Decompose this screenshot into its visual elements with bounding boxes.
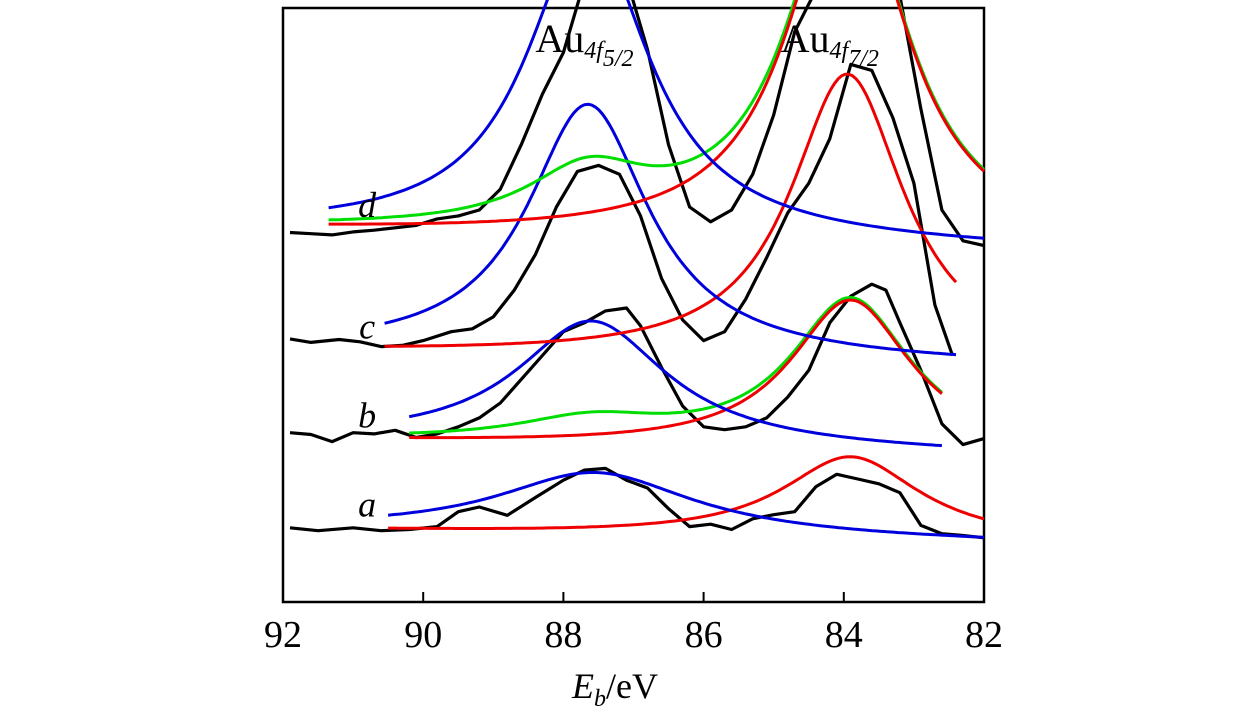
measured-line-b — [289, 282, 985, 447]
spectrum-c — [289, 62, 958, 357]
peak-label-subsub: 7/2 — [848, 46, 879, 72]
fit-envelope-b — [409, 296, 943, 435]
peak-label-sub: 4f — [584, 38, 606, 64]
peak-label-main: Au — [781, 16, 830, 61]
x-tick-label: 82 — [965, 614, 1003, 656]
spectrum-a — [289, 455, 985, 540]
fit-4f72-b — [409, 298, 943, 440]
curves-layer — [289, 0, 986, 540]
x-axis-label-main: E — [571, 666, 594, 706]
x-tick-label: 90 — [404, 614, 442, 656]
fit-4f72-d — [328, 0, 986, 226]
peak-label: Au4f7/2 — [781, 16, 879, 72]
x-tick-label: 88 — [544, 614, 582, 656]
x-tick-label: 86 — [685, 614, 723, 656]
peak-label-sub: 4f — [830, 38, 852, 64]
spectrum-d — [289, 0, 986, 248]
spectrum-label-b: b — [358, 396, 376, 436]
peak-label-main: Au — [535, 16, 584, 61]
fit-4f52-b — [408, 319, 942, 448]
measured-line-a — [289, 466, 985, 540]
x-axis-label-unit: /eV — [606, 666, 658, 706]
plot-frame — [281, 6, 986, 604]
peak-label-subsub: 5/2 — [603, 46, 634, 72]
fit-4f52-c — [384, 102, 957, 357]
fit-4f72-c — [384, 72, 958, 348]
spectrum-label-c: c — [359, 307, 375, 347]
x-axis: 92 90 88 86 84 82 — [264, 592, 1003, 656]
spectrum-label-a: a — [358, 485, 376, 525]
x-tick-label: 92 — [264, 614, 302, 656]
peak-label: Au4f5/2 — [535, 16, 633, 72]
spectrum-label-d: d — [358, 185, 377, 225]
measured-line-c — [289, 62, 955, 357]
measured-line-d — [289, 0, 985, 248]
x-axis-label: Eb/eV — [571, 666, 658, 709]
spectrum-b — [289, 282, 985, 448]
x-axis-label-sub: b — [594, 686, 606, 709]
fit-4f72-a — [388, 455, 985, 530]
fit-envelope-d — [328, 0, 986, 222]
x-tick-label: 84 — [825, 614, 863, 656]
fit-4f52-d — [328, 0, 985, 240]
fit-4f52-a — [387, 471, 985, 539]
